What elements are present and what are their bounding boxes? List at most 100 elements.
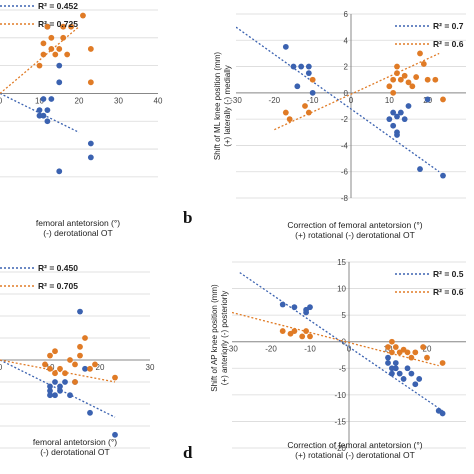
data-point-orange [52, 370, 58, 377]
data-point-blue [412, 381, 419, 388]
x-tick-label: 30 [146, 363, 155, 372]
panel-letter: d [183, 443, 193, 462]
data-point-blue [279, 301, 286, 308]
data-point-orange [40, 51, 47, 58]
trendline-orange [232, 311, 439, 367]
legend-label: R² = 0.5 [433, 269, 464, 279]
y-tick-label: -6 [341, 168, 349, 177]
data-point-orange [72, 361, 78, 368]
data-point-orange [67, 357, 73, 363]
data-point-orange [413, 74, 420, 80]
data-point-blue [36, 107, 43, 114]
x-tick-label: -30 [230, 96, 242, 105]
data-point-orange [439, 360, 446, 366]
data-point-blue [408, 370, 415, 377]
x-axis-label: femoral antetorsion (°) [36, 218, 120, 228]
data-point-orange [424, 354, 430, 361]
data-point-orange [389, 338, 395, 345]
data-point-blue [440, 172, 446, 179]
data-point-blue [390, 122, 397, 129]
data-point-orange [36, 62, 43, 69]
chart-panel-a: 0 10 20 30 40 R² = 0.452 R² = 0.725 femoral ant… [0, 1, 163, 238]
data-point-orange [424, 76, 431, 83]
data-point-blue [385, 360, 391, 366]
data-point-orange [87, 365, 93, 372]
x-tick-label: 20 [75, 96, 84, 105]
y-tick-label: -15 [334, 417, 346, 426]
data-point-blue [40, 96, 47, 102]
data-point-blue [290, 63, 297, 70]
data-point-orange [390, 89, 397, 96]
data-point-orange [44, 23, 51, 30]
y-tick-label: 0 [344, 89, 349, 98]
data-point-orange [57, 365, 63, 372]
data-point-orange [291, 328, 298, 334]
x-tick-label: 10 [385, 96, 394, 105]
data-point-blue [67, 392, 73, 399]
data-point-blue [401, 116, 408, 123]
data-point-orange [386, 83, 393, 90]
data-point-orange [389, 349, 395, 356]
y-axis-label: Shift of AP knee position (mm) [210, 284, 219, 392]
x-axis-label: femoral antetorsion (°) [33, 437, 117, 447]
data-point-blue [397, 109, 404, 116]
data-point-blue [389, 370, 395, 377]
legend-label: R² = 0.452 [38, 1, 78, 11]
data-point-blue [396, 370, 403, 377]
data-point-blue [305, 70, 312, 77]
x-tick-label: 10 [35, 96, 44, 105]
data-point-orange [397, 76, 404, 83]
data-point-orange [303, 328, 309, 334]
data-point-blue [47, 383, 53, 390]
data-point-orange [282, 109, 289, 116]
data-point-orange [299, 333, 306, 340]
data-point-orange [305, 109, 312, 116]
data-point-orange [60, 34, 67, 41]
y-axis-label: (+) laterally (-) medially [223, 65, 232, 147]
x-tick-label: 0 [0, 363, 3, 372]
trendline-blue [239, 272, 443, 412]
x-tick-label: -10 [307, 96, 319, 105]
data-point-blue [56, 62, 63, 69]
data-point-orange [420, 344, 426, 350]
data-point-blue [400, 376, 407, 382]
data-point-orange [394, 70, 400, 77]
y-tick-label: 5 [342, 311, 347, 320]
legend-label: R² = 0.725 [38, 19, 78, 29]
data-point-orange [80, 12, 86, 19]
data-point-orange [392, 344, 399, 350]
data-point-orange [92, 361, 98, 368]
data-point-orange [307, 333, 313, 340]
data-point-blue [52, 379, 58, 385]
data-point-blue [424, 96, 431, 103]
x-tick-label: 30 [114, 96, 123, 105]
data-point-blue [56, 168, 63, 175]
x-axis-label: (-) derotational OT [43, 228, 112, 238]
y-tick-label: 6 [344, 10, 349, 19]
x-axis-label: Correction of femoral antetorsion (°) [287, 220, 422, 230]
y-axis-label: Shift of ML knee position (mm) [213, 52, 222, 161]
legend-label: R² = 0.6 [433, 39, 464, 49]
data-point-blue [57, 383, 63, 390]
x-tick-label: -20 [269, 96, 281, 105]
data-point-blue [40, 112, 47, 119]
x-tick-label: 40 [154, 96, 163, 105]
data-point-orange [52, 348, 58, 355]
y-tick-label: 0 [342, 338, 347, 347]
data-point-orange [112, 374, 118, 381]
x-tick-label: 0 [347, 345, 352, 354]
legend-label: R² = 0.7 [433, 21, 464, 31]
y-tick-label: 2 [344, 63, 349, 72]
data-point-orange [77, 352, 83, 359]
x-axis-label: (+) rotational (-) derotational OT [295, 450, 415, 460]
data-point-blue [47, 392, 53, 399]
data-point-orange [60, 23, 67, 30]
data-point-orange [309, 76, 316, 83]
data-point-orange [48, 46, 55, 52]
data-point-blue [77, 308, 83, 315]
data-point-blue [298, 63, 305, 70]
data-point-orange [77, 343, 83, 350]
data-point-blue [47, 387, 53, 394]
